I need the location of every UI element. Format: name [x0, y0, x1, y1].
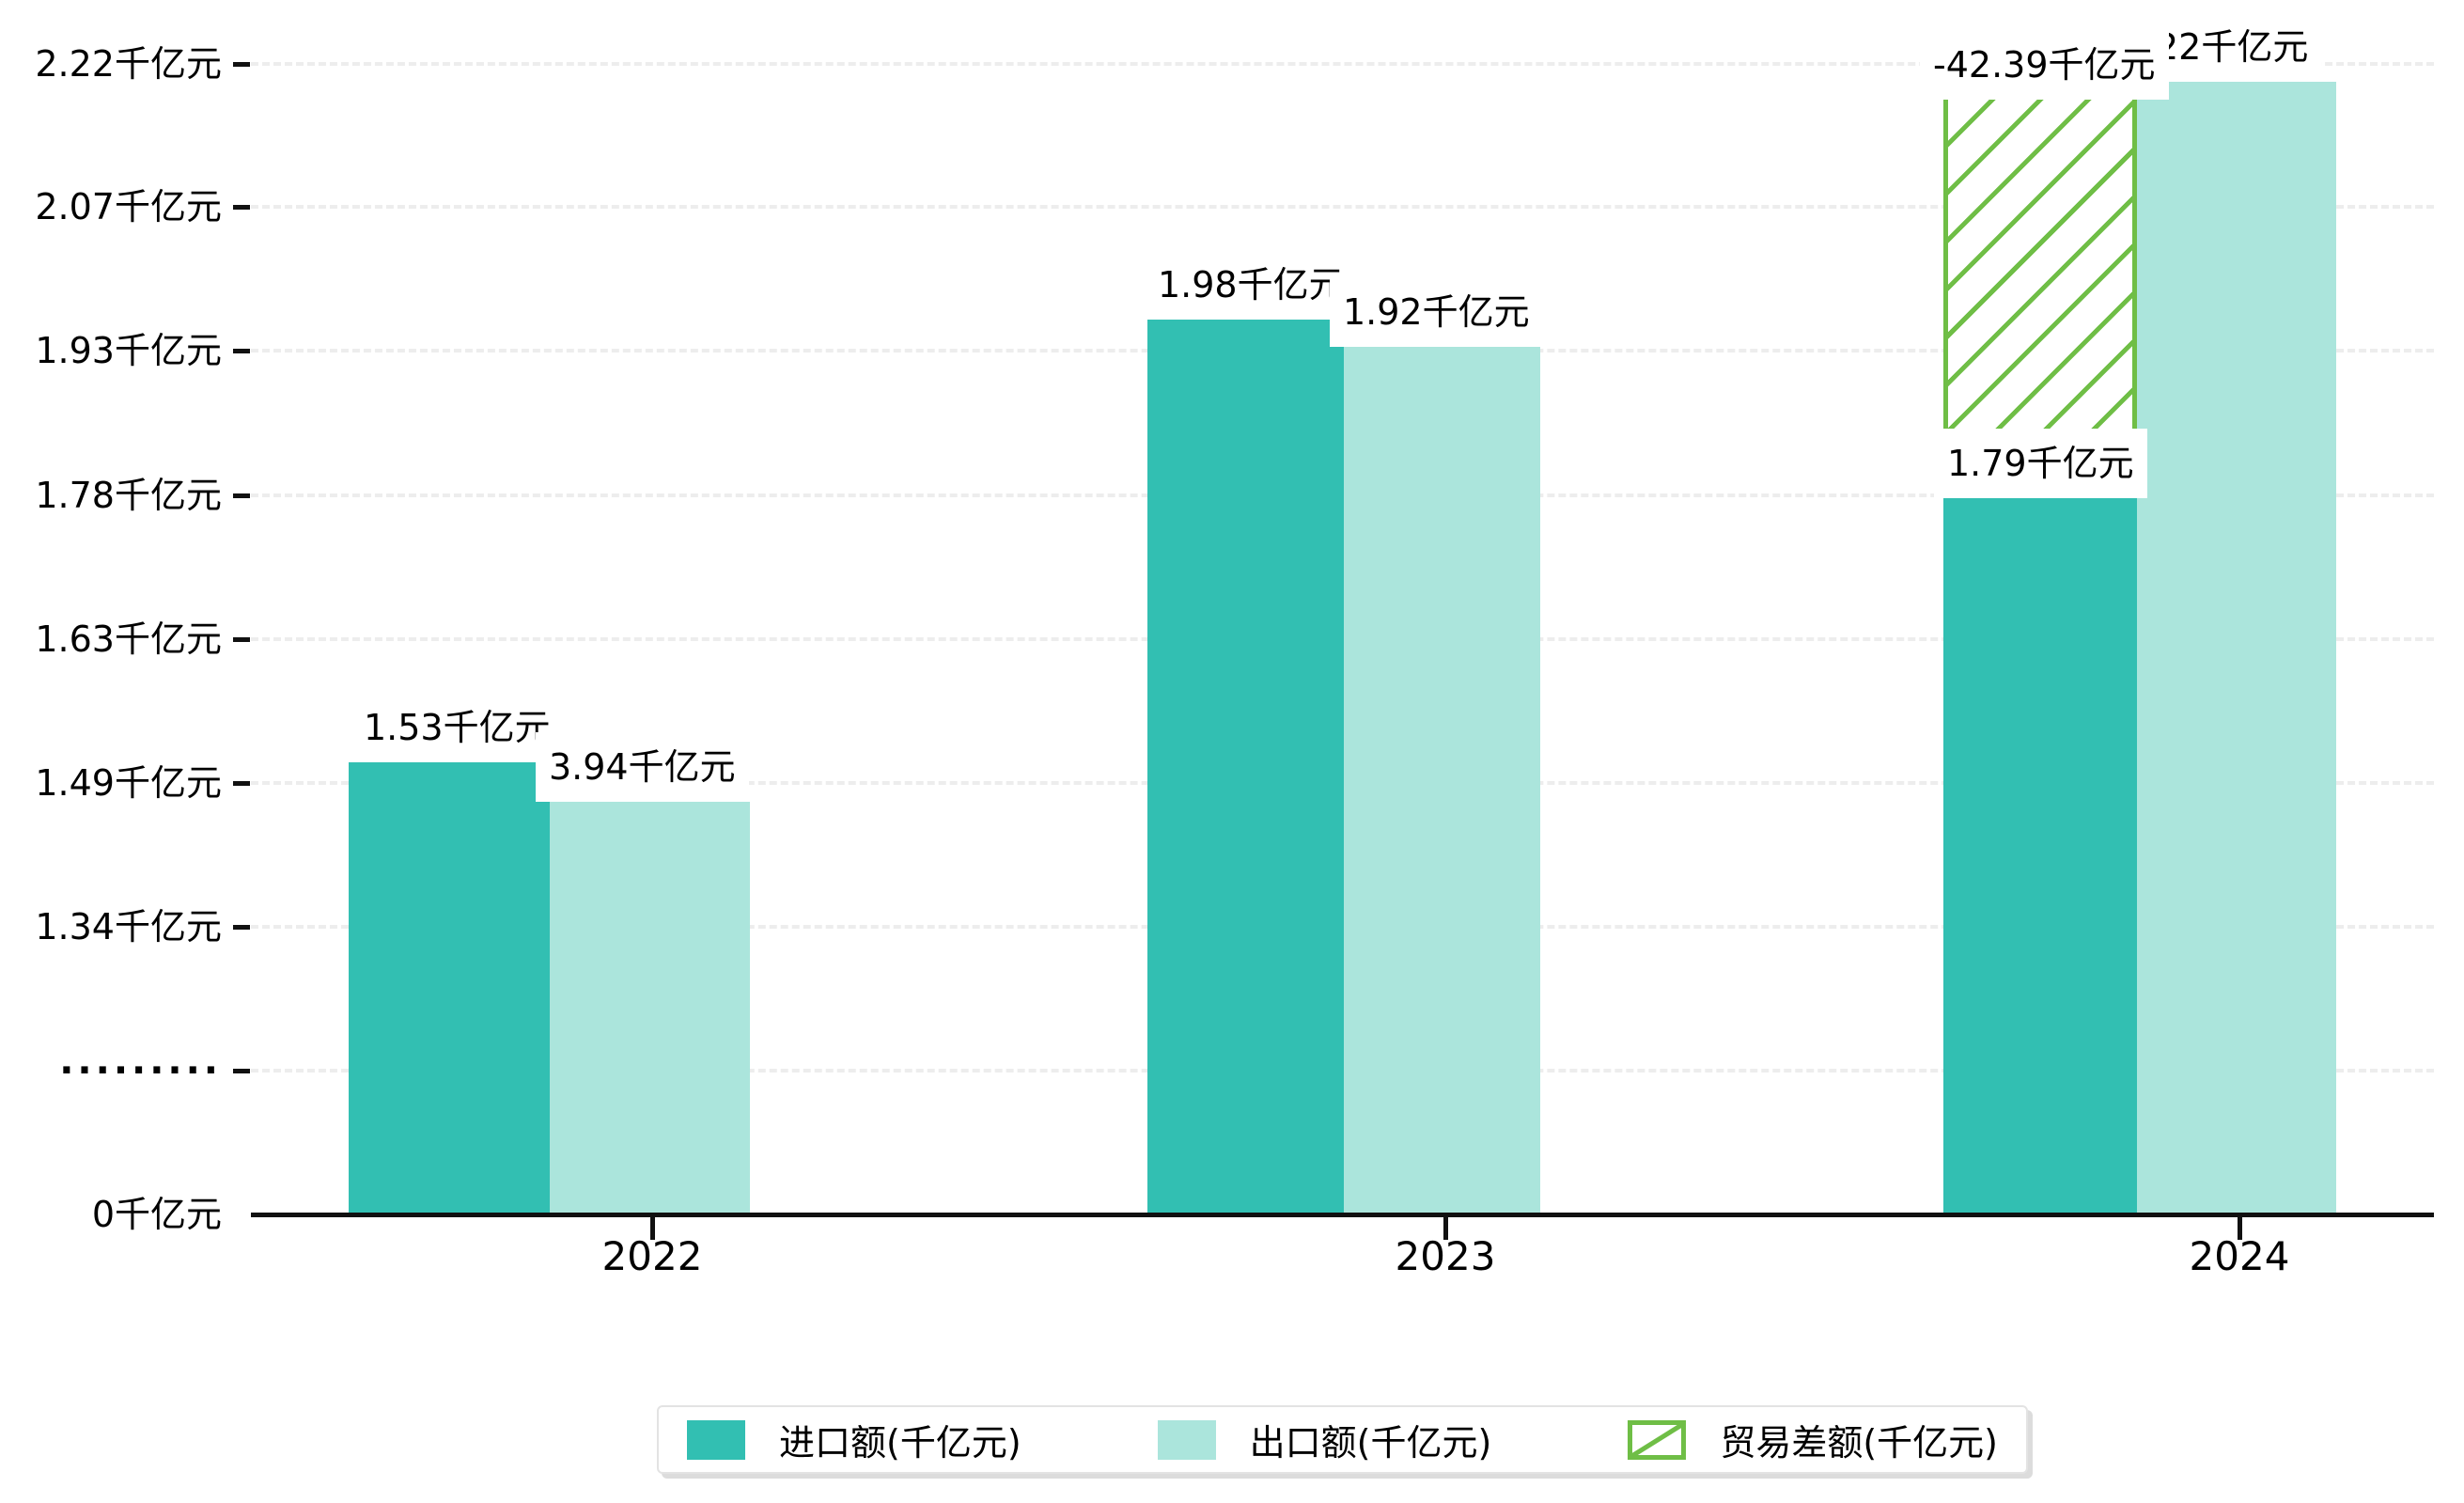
- y-axis-tick-label: 2.22千亿元: [35, 43, 222, 85]
- x-tick-label-2023: 2023: [1395, 1233, 1496, 1279]
- y-axis-tick-label: 1.49千亿元: [35, 762, 222, 804]
- y-axis-tick-dash: [233, 349, 250, 353]
- legend-item-trade-balance: 贸易差额(千亿元): [1628, 1414, 1998, 1465]
- y-axis-tick-dash: [233, 637, 250, 642]
- y-axis-tick-dash: [233, 493, 250, 498]
- x-tick-label-2024: 2024: [2189, 1233, 2290, 1279]
- y-axis-tick-label: 2.07千亿元: [35, 186, 222, 227]
- import-swatch-icon: [687, 1419, 745, 1460]
- y-axis-tick-dash: [233, 925, 250, 930]
- x-axis-line: [251, 1213, 2434, 1217]
- value-label: 22千亿元: [2143, 12, 2322, 82]
- export-swatch-icon: [1157, 1419, 1216, 1460]
- x-axis-tick: [2238, 1217, 2242, 1240]
- legend-item-export: 出口额(千亿元): [1157, 1414, 1492, 1465]
- x-axis-tick: [1443, 1217, 1448, 1240]
- y-axis-tick-label: 0千亿元: [91, 1194, 222, 1235]
- y-axis-tick-label: 1.63千亿元: [35, 618, 222, 660]
- value-label: 3.94千亿元: [536, 732, 749, 802]
- bar-import-2024: [1943, 498, 2137, 1214]
- gridline: [251, 62, 2434, 66]
- bar-export-2023: [1344, 347, 1540, 1214]
- bar-import-2023: [1147, 320, 1344, 1214]
- bar-import-2022: [349, 762, 550, 1214]
- legend-item-import: 进口额(千亿元): [687, 1414, 1021, 1465]
- legend: 进口额(千亿元) 出口额(千亿元) 贸易差额(千亿元): [657, 1405, 2028, 1474]
- x-tick-label-2022: 2022: [601, 1233, 703, 1279]
- y-axis-tick-dash: [233, 205, 250, 210]
- y-axis-break-label: ·········: [59, 1049, 222, 1092]
- value-label: -42.39千亿元: [1920, 30, 2169, 100]
- y-axis-tick-label: 1.34千亿元: [35, 906, 222, 947]
- legend-label-export: 出口额(千亿元): [1249, 1422, 1492, 1464]
- trade-balance-swatch-icon: [1628, 1419, 1687, 1460]
- bar-export-2024: [2137, 82, 2336, 1214]
- y-axis-tick-dash: [233, 1069, 250, 1073]
- y-axis-tick-label: 1.78千亿元: [35, 475, 222, 516]
- legend-label-trade-balance: 贸易差额(千亿元): [1720, 1422, 1998, 1464]
- y-axis-tick-dash: [233, 781, 250, 786]
- diagonal-line-icon: [1632, 1424, 1682, 1455]
- legend-label-import: 进口额(千亿元): [779, 1422, 1021, 1464]
- x-axis-tick: [650, 1217, 655, 1240]
- value-label: 1.53千亿元: [351, 693, 564, 762]
- y-axis-tick-dash: [233, 62, 250, 67]
- value-label: 1.79千亿元: [1934, 429, 2147, 498]
- value-label: 1.98千亿元: [1145, 250, 1358, 320]
- value-label: 1.92千亿元: [1330, 277, 1543, 347]
- gridline: [251, 205, 2434, 209]
- y-axis-tick-label: 1.93千亿元: [35, 330, 222, 371]
- bar-export-2022: [550, 802, 750, 1214]
